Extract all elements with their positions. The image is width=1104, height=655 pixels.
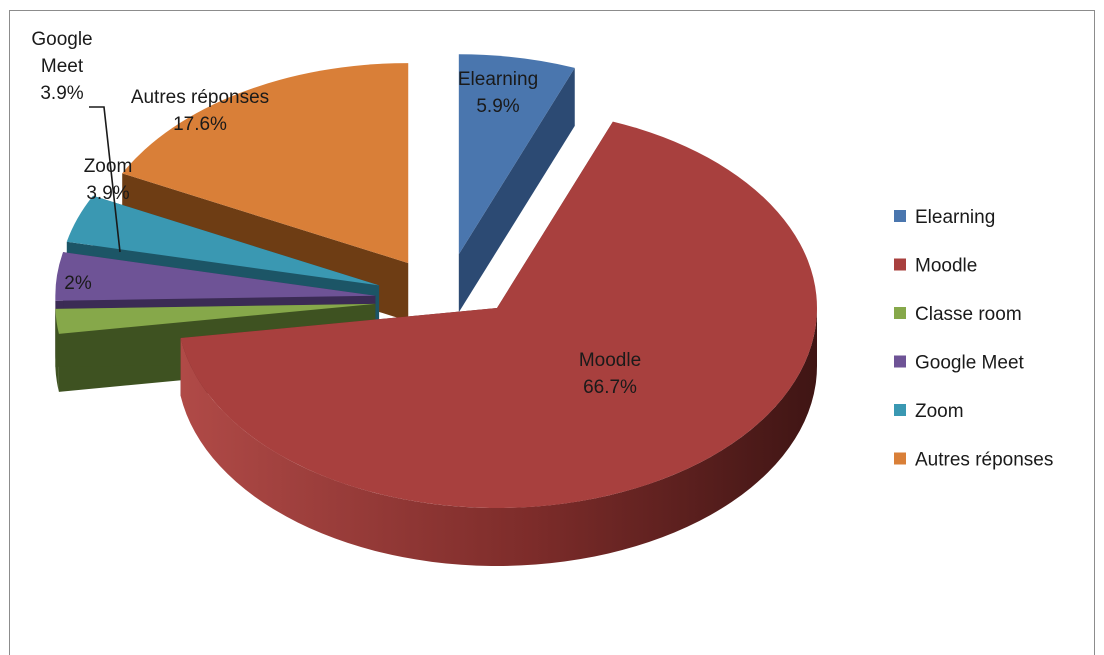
legend-label-elearning: Elearning [915, 207, 995, 228]
legend-swatch-autres-reponses [894, 453, 906, 465]
legend-label-moodle: Moodle [915, 256, 977, 277]
legend-label-google-meet: Google Meet [915, 353, 1025, 374]
legend-item-autres-reponses: Autres réponses [894, 450, 1053, 471]
legend-label-classe-room: Classe room [915, 304, 1022, 325]
legend-item-zoom: Zoom [894, 401, 964, 422]
legend-swatch-classe-room [894, 307, 906, 319]
data-label-classe-room: 2% [64, 273, 92, 294]
pie-slices [55, 54, 817, 566]
legend-item-moodle: Moodle [894, 256, 977, 277]
legend: Elearning Moodle Classe room Google Meet Zoo… [894, 207, 1053, 471]
legend-swatch-elearning [894, 210, 906, 222]
legend-item-classe-room: Classe room [894, 304, 1022, 325]
legend-swatch-moodle [894, 259, 906, 271]
legend-swatch-google-meet [894, 356, 906, 368]
legend-label-zoom: Zoom [915, 401, 964, 422]
legend-label-autres-reponses: Autres réponses [915, 450, 1053, 471]
legend-item-google-meet: Google Meet [894, 353, 1025, 374]
legend-item-elearning: Elearning [894, 207, 995, 228]
legend-swatch-zoom [894, 404, 906, 416]
